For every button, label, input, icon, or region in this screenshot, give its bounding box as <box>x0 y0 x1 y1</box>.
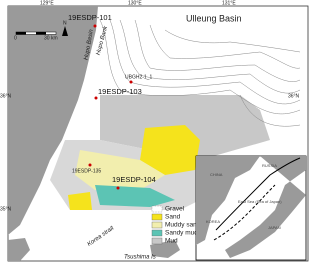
site-label: UBGH2-1_1 <box>125 74 152 80</box>
place-label: Ulleung Basin <box>186 13 242 23</box>
lon-label: 129°E <box>40 0 54 6</box>
place-label: Tsushima Is <box>124 255 156 261</box>
land <box>8 6 98 235</box>
lon-label: 131°E <box>222 0 236 6</box>
legend-label: Sandy mud <box>165 230 198 237</box>
lat-label: 36°N <box>288 93 300 99</box>
land <box>8 238 30 261</box>
sand <box>68 192 92 210</box>
map: 129°E 130°E 131°E 36°N 35°N 36°N 19ESDP-… <box>0 0 309 262</box>
legend-label: Sand <box>165 214 181 221</box>
inset-label: CHINA <box>210 172 223 177</box>
site-markers <box>88 24 133 190</box>
legend-label: Muddy sand <box>165 222 201 229</box>
island <box>150 240 180 258</box>
bathymetry <box>99 19 301 127</box>
lon-label: 130°E <box>128 0 142 6</box>
scale-label: 0 <box>14 35 17 41</box>
site-label: 19ESDP-103 <box>98 87 142 96</box>
site-label: 19ESDP-104 <box>112 175 156 184</box>
sandy-mud <box>95 185 175 207</box>
inset-label: JAPAN <box>268 225 281 230</box>
lat-label: 36°N <box>0 93 12 99</box>
place-label: Hupo Basin <box>84 28 95 60</box>
scale-bar <box>15 26 68 36</box>
site-label: 19ESDP-101 <box>68 13 112 22</box>
inset-map <box>195 155 307 261</box>
legend-label: Gravel <box>165 206 185 213</box>
lat-label: 35°N <box>0 206 12 212</box>
sand <box>140 125 200 175</box>
inset-label: RUSSIA <box>262 163 277 168</box>
inset-label: East Sea (Sea of Japan) <box>238 199 282 204</box>
inset-label: KOREA <box>206 219 220 224</box>
legend-label: Mud <box>165 238 178 245</box>
north-label: N <box>63 20 67 26</box>
site-label: 19ESDP-135 <box>72 168 101 174</box>
scale-label: 30 km <box>44 35 58 41</box>
legend <box>151 205 163 245</box>
muddy-sand <box>75 150 165 190</box>
